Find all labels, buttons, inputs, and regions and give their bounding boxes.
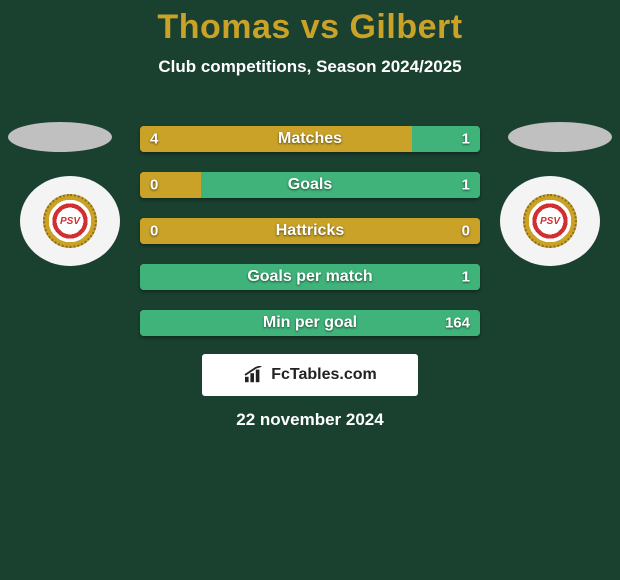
player-right-plinth bbox=[508, 122, 612, 152]
stats-bars: Matches41Goals01Hattricks00Goals per mat… bbox=[140, 126, 480, 356]
stat-right-value: 1 bbox=[462, 131, 470, 148]
player-right-badge: PSV bbox=[500, 176, 600, 266]
page-subtitle: Club competitions, Season 2024/2025 bbox=[0, 57, 620, 77]
stat-label: Matches bbox=[140, 130, 480, 148]
stat-right-value: 1 bbox=[462, 269, 470, 286]
club-badge-icon: PSV bbox=[523, 194, 577, 248]
stat-row: Goals per match1 bbox=[140, 264, 480, 290]
credit-box: FcTables.com bbox=[202, 354, 418, 396]
stat-right-value: 0 bbox=[462, 223, 470, 240]
stat-row: Matches4 1 bbox=[140, 126, 480, 152]
stat-label: Min per goal bbox=[140, 314, 480, 332]
stat-left-value: 4 bbox=[150, 131, 158, 148]
player-left-plinth bbox=[8, 122, 112, 152]
stat-label: Goals per match bbox=[140, 268, 480, 286]
date-line: 22 november 2024 bbox=[0, 410, 620, 430]
player-left-badge: PSV bbox=[20, 176, 120, 266]
club-badge-text-right: PSV bbox=[540, 216, 560, 227]
page-title: Thomas vs Gilbert bbox=[0, 8, 620, 47]
club-badge-text-left: PSV bbox=[60, 216, 80, 227]
stat-right-value: 1 bbox=[462, 177, 470, 194]
club-badge-icon: PSV bbox=[43, 194, 97, 248]
stat-row: Hattricks0 0 bbox=[140, 218, 480, 244]
bars-chart-icon bbox=[243, 366, 265, 384]
header: Thomas vs Gilbert Club competitions, Sea… bbox=[0, 0, 620, 77]
stat-left-value: 0 bbox=[150, 177, 158, 194]
stat-row: Goals0 1 bbox=[140, 172, 480, 198]
stat-row: Min per goal164 bbox=[140, 310, 480, 336]
stat-label: Hattricks bbox=[140, 222, 480, 240]
credit-text: FcTables.com bbox=[271, 366, 377, 384]
stat-right-value: 164 bbox=[445, 315, 470, 332]
stat-label: Goals bbox=[140, 176, 480, 194]
stat-left-value: 0 bbox=[150, 223, 158, 240]
